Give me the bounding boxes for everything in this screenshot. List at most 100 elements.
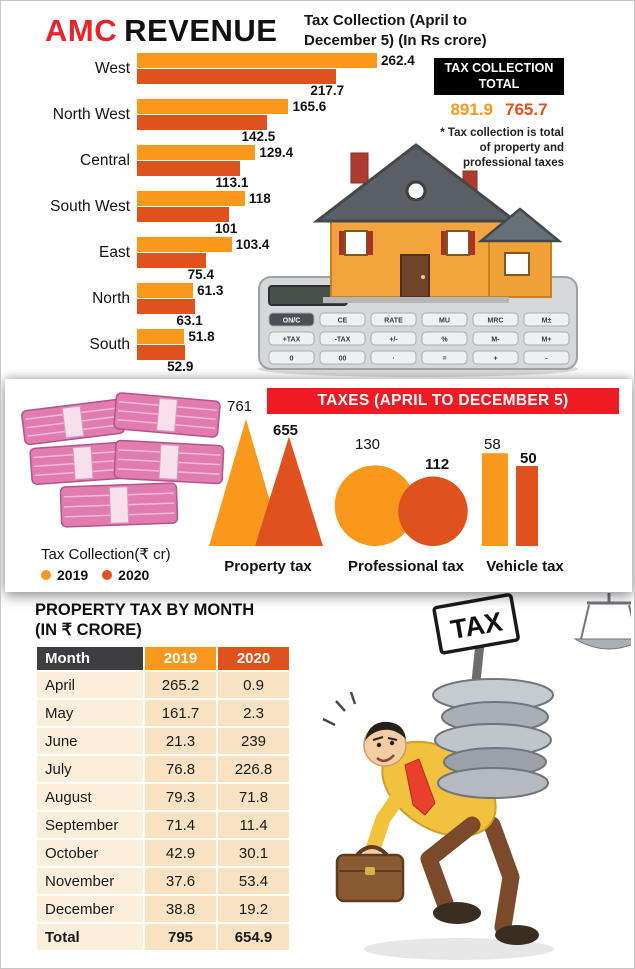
value-cell: 2.3 bbox=[218, 700, 289, 726]
zone-label: South bbox=[89, 335, 130, 353]
value-2019: 103.4 bbox=[235, 237, 270, 252]
calc-key-label: % bbox=[441, 337, 448, 344]
bar-2020 bbox=[137, 207, 230, 222]
value-2020: 75.4 bbox=[187, 267, 214, 282]
col-header-2020: 2020 bbox=[218, 647, 289, 670]
bundle-strap bbox=[72, 445, 94, 481]
total-box-title: TAX COLLECTION TOTAL bbox=[434, 58, 564, 96]
circle-2020 bbox=[398, 476, 468, 546]
bar-2019 bbox=[137, 283, 194, 298]
zone-row: North West 165.6 142.5 bbox=[37, 99, 467, 144]
bar-2019 bbox=[137, 237, 232, 252]
calc-key-label: MU bbox=[439, 318, 450, 325]
calc-key bbox=[319, 312, 366, 327]
triangle-glyphs bbox=[209, 418, 323, 546]
calc-key bbox=[370, 331, 417, 346]
table-row: August 79.3 71.8 bbox=[37, 784, 289, 810]
bundle-strap bbox=[156, 397, 178, 433]
table-title-line1: PROPERTY TAX BY MONTH bbox=[35, 601, 255, 619]
value-2020: 142.5 bbox=[241, 129, 276, 144]
calc-key bbox=[523, 350, 570, 365]
calc-key-label: = bbox=[442, 356, 446, 363]
value-2020: 63.1 bbox=[176, 313, 203, 328]
value-cell: 239 bbox=[218, 728, 289, 754]
value-cell: 0.9 bbox=[218, 672, 289, 698]
total-2020: 765.7 bbox=[505, 100, 548, 120]
calc-key bbox=[421, 312, 468, 327]
zone-row: North 61.3 63.1 bbox=[37, 283, 467, 328]
title-rest: REVENUE bbox=[124, 13, 278, 48]
month-cell: May bbox=[37, 700, 143, 726]
zone-row: South West 118 101 bbox=[37, 191, 467, 236]
category-label: Property tax bbox=[224, 558, 312, 575]
value-2020: 101 bbox=[214, 221, 238, 236]
calc-key bbox=[268, 312, 315, 327]
calc-key bbox=[319, 331, 366, 346]
calc-key bbox=[523, 331, 570, 346]
table-row: July 76.8 226.8 bbox=[37, 756, 289, 782]
value-2020: 113.1 bbox=[215, 175, 249, 190]
value-2019: 262.4 bbox=[381, 53, 415, 68]
red-tie bbox=[404, 758, 436, 816]
calc-key bbox=[421, 331, 468, 346]
calc-key bbox=[472, 312, 519, 327]
circle-2019 bbox=[334, 465, 416, 546]
category-label: Vehicle tax bbox=[486, 558, 564, 575]
value-cell: 19.2 bbox=[218, 896, 289, 922]
bar-2020 bbox=[137, 299, 195, 314]
calc-key bbox=[370, 312, 417, 327]
table-header-row: Month 2019 2020 bbox=[37, 647, 289, 670]
legend-dot-2020 bbox=[102, 570, 113, 580]
weight-discs bbox=[432, 678, 554, 799]
table-row: September 71.4 11.4 bbox=[37, 812, 289, 838]
month-cell: July bbox=[37, 756, 143, 782]
value-2019: 61.3 bbox=[197, 283, 224, 298]
value-cell: 654.9 bbox=[218, 924, 289, 950]
legend-dot-2019 bbox=[41, 570, 51, 580]
month-cell: August bbox=[37, 784, 143, 810]
month-cell: April bbox=[37, 672, 143, 698]
title-accent: AMC bbox=[45, 13, 118, 48]
cash-bundle bbox=[21, 398, 125, 446]
calculator-keys: ON/C CE RATE MU MRC M±+TAX -TAX +/-% M- M+0 00 · = + - bbox=[268, 312, 570, 365]
value-cell: 30.1 bbox=[218, 840, 289, 866]
calc-key bbox=[472, 331, 519, 346]
cash-bundle bbox=[59, 482, 179, 528]
value-2020: 655 bbox=[273, 422, 299, 439]
calc-key-label: +TAX bbox=[283, 337, 301, 344]
property-tax-table: Month 2019 2020 April 265.2 0.9 May 161.7 2.3 Jun… bbox=[35, 645, 291, 952]
bar-2019 bbox=[137, 191, 245, 206]
cash-bundles-illustration bbox=[21, 392, 225, 528]
calc-key bbox=[268, 331, 315, 346]
man-carrying-tax bbox=[322, 691, 539, 945]
total-2019: 891.9 bbox=[450, 100, 493, 120]
value-2019: 51.8 bbox=[188, 329, 215, 344]
house-windows bbox=[339, 230, 530, 276]
value-2020: 217.7 bbox=[310, 83, 345, 98]
briefcase bbox=[335, 853, 405, 903]
bar-2019 bbox=[137, 53, 377, 68]
value-2019: 761 bbox=[227, 398, 253, 415]
bundle-strap bbox=[158, 444, 180, 480]
value-cell: 42.9 bbox=[145, 840, 216, 866]
calc-key-label: · bbox=[392, 356, 394, 363]
calc-key-label: +/- bbox=[389, 337, 398, 344]
table-row: June 21.3 239 bbox=[37, 728, 289, 754]
calc-key bbox=[523, 312, 570, 327]
table-total-row: Total 795 654.9 bbox=[37, 924, 289, 950]
tax-sign: TAX bbox=[432, 593, 520, 655]
chart-subtitle: Tax Collection (April to December 5) (In… bbox=[304, 12, 487, 49]
bar-glyphs bbox=[482, 453, 538, 546]
attic-window bbox=[405, 180, 427, 202]
calc-key-label: ON/C bbox=[283, 318, 301, 325]
table-title-line2: (IN ₹ CRORE) bbox=[35, 620, 142, 639]
pictorial-vehicle-tax: 58 50 Vehicle tax bbox=[480, 396, 570, 582]
wing-roof bbox=[477, 207, 563, 243]
month-cell: October bbox=[37, 840, 143, 866]
house-calculator-illustration: ON/C CE RATE MU MRC M±+TAX -TAX +/-% M- M+0 00 · = + - bbox=[258, 143, 578, 377]
zone-row: East 103.4 75.4 bbox=[37, 237, 467, 282]
bundle-strap bbox=[61, 405, 85, 439]
value-cell: 38.8 bbox=[145, 896, 216, 922]
month-cell: September bbox=[37, 812, 143, 838]
legend-label-2020: 2020 bbox=[118, 567, 150, 583]
